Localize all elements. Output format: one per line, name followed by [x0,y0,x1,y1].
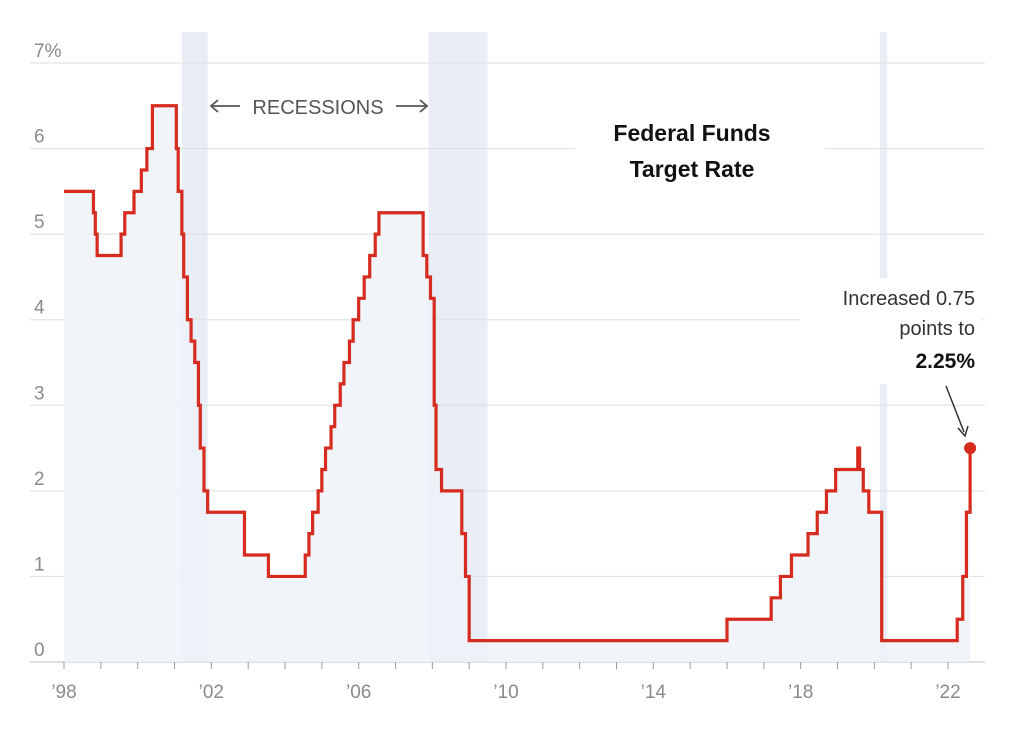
recessions-text: RECESSIONS [252,97,383,119]
recessions-label: RECESSIONS [209,97,429,119]
y-tick-label: 4 [34,298,45,319]
x-tick-label: ’06 [346,682,371,703]
x-tick-label: ’18 [788,682,813,703]
annotation-line-2: points to [899,318,975,340]
y-tick-label: 1 [34,554,45,575]
y-tick-label: 3 [34,383,45,404]
y-tick-label: 7% [34,41,62,62]
annotation-line-1: Increased 0.75 [843,288,975,310]
annotation-background [800,278,982,384]
annotation-arrowhead-icon [957,425,969,438]
y-tick-label: 0 [34,640,45,661]
x-tick-label: ’98 [51,682,76,703]
x-tick-label: ’10 [493,682,518,703]
chart-title: Federal Funds [613,120,770,146]
x-tick-label: ’14 [641,682,667,703]
rate-series-line [64,104,972,643]
title-background [575,112,825,194]
right-arrowhead-icon [419,99,429,113]
y-tick-label: 2 [34,469,45,490]
y-tick-label: 6 [34,127,45,148]
y-tick-label: 5 [34,212,45,233]
annotation-value: 2.25% [915,350,975,373]
rate-area-fill [64,105,971,663]
left-arrowhead-icon [209,99,219,113]
annotation-pointer [945,385,965,433]
rate-line [64,104,977,643]
y-axis-ticks: 0 1 2 3 4 5 6 7% [34,41,62,661]
rate-area [64,105,971,663]
chart-subtitle: Target Rate [630,156,755,182]
x-axis-ticks: ’98 ’02 ’06 ’10 ’14 ’18 ’22 [51,662,961,703]
x-tick-label: ’22 [935,682,960,703]
x-tick-label: ’02 [199,682,224,703]
latest-rate-point [964,442,977,455]
